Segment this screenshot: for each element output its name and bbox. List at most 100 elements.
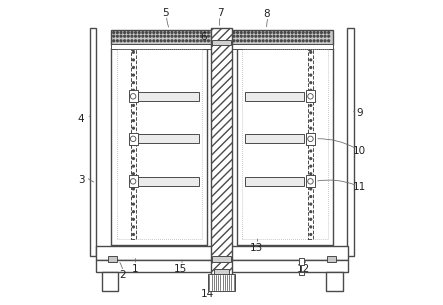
Circle shape	[251, 35, 253, 37]
Circle shape	[132, 188, 134, 190]
Circle shape	[262, 35, 264, 37]
Circle shape	[273, 35, 275, 37]
Circle shape	[259, 35, 260, 37]
Circle shape	[128, 32, 129, 34]
Circle shape	[130, 136, 136, 142]
Circle shape	[310, 181, 312, 182]
Circle shape	[160, 35, 162, 37]
Circle shape	[310, 142, 312, 144]
Circle shape	[313, 40, 315, 42]
Circle shape	[171, 32, 173, 34]
Circle shape	[149, 40, 151, 42]
Circle shape	[146, 35, 148, 37]
Circle shape	[248, 35, 249, 37]
Circle shape	[308, 136, 313, 142]
Circle shape	[291, 40, 293, 42]
Circle shape	[218, 40, 220, 42]
Bar	[299, 272, 304, 275]
Circle shape	[132, 74, 134, 76]
Bar	[327, 256, 336, 262]
Circle shape	[277, 35, 279, 37]
Circle shape	[310, 218, 312, 220]
Circle shape	[131, 35, 133, 37]
Circle shape	[189, 35, 191, 37]
Circle shape	[273, 40, 275, 42]
Circle shape	[328, 32, 330, 34]
Circle shape	[135, 40, 136, 42]
Circle shape	[310, 40, 311, 42]
Circle shape	[233, 35, 235, 37]
Bar	[212, 256, 231, 262]
Circle shape	[197, 40, 198, 42]
Circle shape	[132, 127, 134, 129]
Circle shape	[124, 32, 125, 34]
Circle shape	[142, 32, 144, 34]
Circle shape	[153, 40, 155, 42]
Bar	[326, 272, 343, 291]
Circle shape	[153, 35, 155, 37]
Circle shape	[320, 35, 323, 37]
Circle shape	[317, 40, 319, 42]
Circle shape	[291, 35, 293, 37]
Circle shape	[310, 165, 312, 167]
Circle shape	[229, 40, 231, 42]
Circle shape	[179, 32, 180, 34]
Circle shape	[306, 35, 308, 37]
Circle shape	[269, 40, 271, 42]
Circle shape	[237, 32, 238, 34]
Circle shape	[310, 127, 312, 129]
Text: 14: 14	[201, 289, 214, 299]
Circle shape	[248, 40, 249, 42]
Circle shape	[207, 40, 210, 42]
Circle shape	[310, 66, 312, 68]
Circle shape	[113, 40, 115, 42]
Circle shape	[146, 32, 148, 34]
Text: 11: 11	[353, 182, 366, 192]
Circle shape	[113, 32, 115, 34]
Circle shape	[269, 35, 271, 37]
Circle shape	[132, 52, 134, 53]
Circle shape	[156, 35, 158, 37]
Circle shape	[142, 40, 144, 42]
Circle shape	[237, 40, 238, 42]
Circle shape	[197, 32, 198, 34]
Circle shape	[132, 97, 134, 99]
Circle shape	[310, 203, 312, 205]
Circle shape	[226, 40, 228, 42]
Circle shape	[153, 32, 155, 34]
Circle shape	[310, 226, 312, 228]
Bar	[308, 50, 313, 239]
Circle shape	[310, 150, 312, 152]
Circle shape	[255, 40, 257, 42]
Circle shape	[310, 89, 312, 91]
Circle shape	[200, 35, 202, 37]
Circle shape	[113, 35, 115, 37]
Circle shape	[189, 32, 191, 34]
Bar	[128, 90, 138, 102]
Circle shape	[132, 135, 134, 137]
Circle shape	[308, 94, 313, 99]
Circle shape	[233, 40, 235, 42]
Circle shape	[302, 40, 304, 42]
Circle shape	[284, 40, 286, 42]
Circle shape	[132, 173, 134, 175]
Bar	[138, 177, 199, 186]
Circle shape	[284, 32, 286, 34]
Circle shape	[240, 40, 242, 42]
Text: 6: 6	[200, 32, 206, 42]
Circle shape	[251, 32, 253, 34]
Circle shape	[310, 112, 312, 114]
Circle shape	[299, 40, 300, 42]
Circle shape	[164, 40, 166, 42]
Circle shape	[310, 196, 312, 197]
Circle shape	[132, 105, 134, 106]
Bar	[131, 50, 136, 239]
Bar	[306, 133, 315, 145]
Bar	[245, 177, 304, 186]
Circle shape	[310, 158, 312, 160]
Circle shape	[132, 89, 134, 91]
Bar	[111, 45, 333, 49]
Circle shape	[255, 35, 257, 37]
Circle shape	[175, 40, 177, 42]
Circle shape	[310, 120, 312, 121]
